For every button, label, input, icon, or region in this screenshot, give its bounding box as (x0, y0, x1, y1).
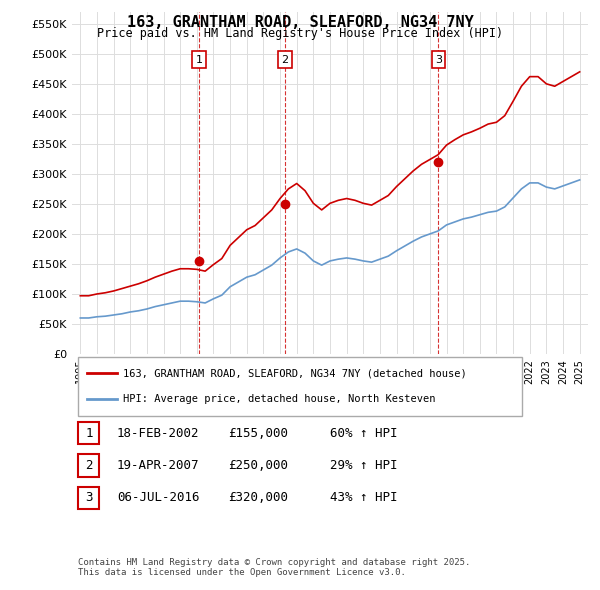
Text: HPI: Average price, detached house, North Kesteven: HPI: Average price, detached house, Nort… (123, 395, 436, 404)
Text: £320,000: £320,000 (228, 491, 288, 504)
Text: 18-FEB-2002: 18-FEB-2002 (117, 427, 199, 440)
Text: 2: 2 (85, 459, 92, 472)
Text: 1: 1 (196, 55, 202, 65)
Text: 60% ↑ HPI: 60% ↑ HPI (330, 427, 398, 440)
Text: 163, GRANTHAM ROAD, SLEAFORD, NG34 7NY: 163, GRANTHAM ROAD, SLEAFORD, NG34 7NY (127, 15, 473, 30)
Text: £250,000: £250,000 (228, 459, 288, 472)
Text: 3: 3 (435, 55, 442, 65)
Text: 06-JUL-2016: 06-JUL-2016 (117, 491, 199, 504)
Text: Contains HM Land Registry data © Crown copyright and database right 2025.: Contains HM Land Registry data © Crown c… (78, 558, 470, 566)
Text: 163, GRANTHAM ROAD, SLEAFORD, NG34 7NY (detached house): 163, GRANTHAM ROAD, SLEAFORD, NG34 7NY (… (123, 369, 467, 378)
Text: 43% ↑ HPI: 43% ↑ HPI (330, 491, 398, 504)
Text: 3: 3 (85, 491, 92, 504)
Text: 2: 2 (281, 55, 289, 65)
Text: £155,000: £155,000 (228, 427, 288, 440)
Text: This data is licensed under the Open Government Licence v3.0.: This data is licensed under the Open Gov… (78, 568, 406, 576)
Text: Price paid vs. HM Land Registry's House Price Index (HPI): Price paid vs. HM Land Registry's House … (97, 27, 503, 40)
Text: 1: 1 (85, 427, 92, 440)
Text: 29% ↑ HPI: 29% ↑ HPI (330, 459, 398, 472)
Text: 19-APR-2007: 19-APR-2007 (117, 459, 199, 472)
